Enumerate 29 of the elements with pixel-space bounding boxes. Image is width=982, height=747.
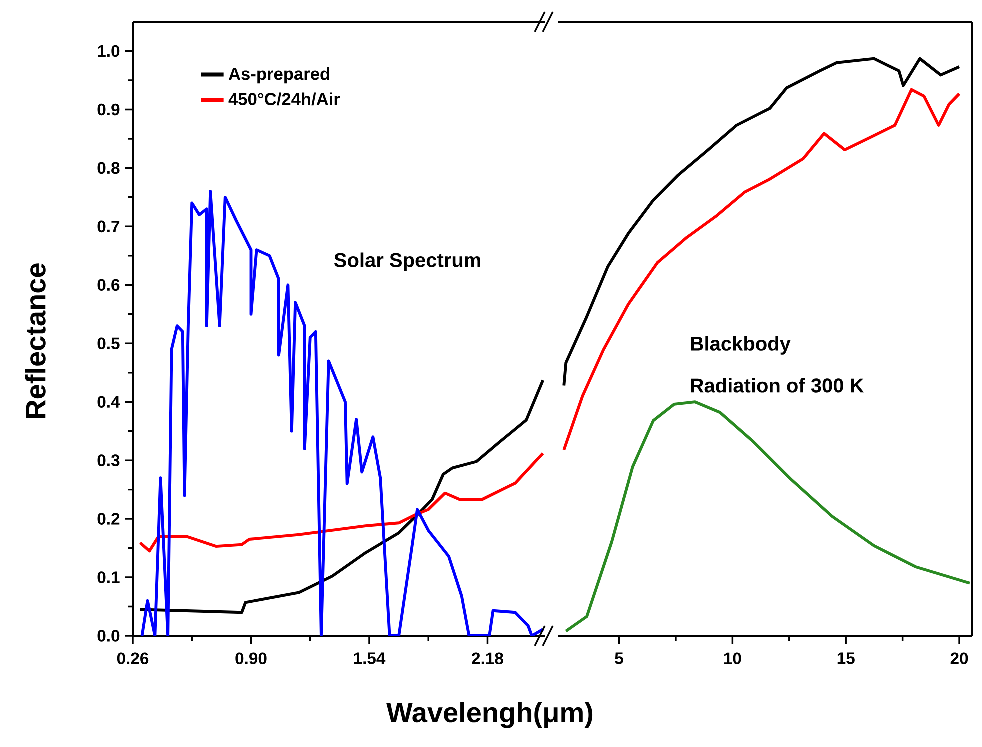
y-tick-label: 0.0 bbox=[98, 630, 120, 642]
x-tick-label: 0.90 bbox=[236, 652, 267, 665]
y-tick-label: 0.4 bbox=[98, 396, 120, 408]
y-tick-label: 0.2 bbox=[98, 513, 120, 525]
y-tick-label: 0.6 bbox=[98, 279, 120, 292]
y-tick-label: 0.3 bbox=[98, 454, 120, 466]
x-tick-label: 5 bbox=[615, 652, 624, 664]
x-tick-label: 2.18 bbox=[472, 652, 504, 665]
line-series bbox=[138, 378, 545, 614]
y-tick-label: 0.8 bbox=[98, 162, 120, 174]
line-series bbox=[140, 190, 545, 636]
x-tick-label: 1.54 bbox=[354, 652, 386, 664]
annotation: Radiation of 300 K bbox=[691, 378, 864, 393]
y-axis-title: Reflectance bbox=[25, 264, 46, 418]
x-axis-title: Wavelengh(μm) bbox=[386, 702, 593, 728]
x-tick-label: 20 bbox=[950, 652, 968, 665]
y-tick-label: 0.1 bbox=[98, 572, 120, 584]
y-tick-label: 1.0 bbox=[98, 45, 120, 58]
x-tick-label: 0.26 bbox=[117, 652, 149, 665]
annotation: Solar Spectrum bbox=[334, 252, 480, 272]
x-tick-label: 15 bbox=[838, 652, 855, 664]
x-tick-label: 10 bbox=[724, 652, 742, 665]
line-series bbox=[138, 452, 545, 553]
legend-label: 450°C/24h/Air bbox=[228, 92, 340, 106]
y-tick-label: 0.7 bbox=[98, 220, 120, 233]
legend-label: As-prepared bbox=[228, 68, 330, 84]
annotation: Blackbody bbox=[691, 336, 791, 355]
y-tick-label: 0.5 bbox=[98, 338, 120, 350]
y-tick-label: 0.9 bbox=[98, 104, 120, 116]
